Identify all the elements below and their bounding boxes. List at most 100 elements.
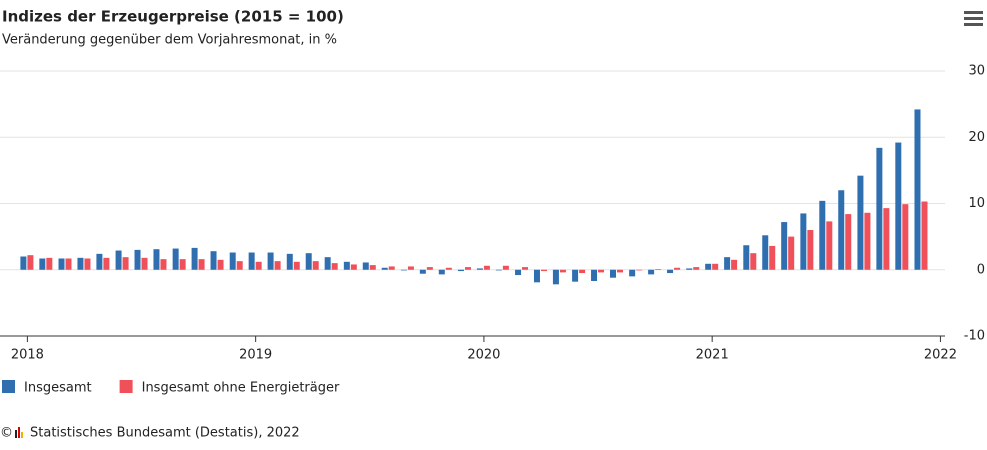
- menu-button[interactable]: [964, 11, 983, 26]
- bar: [286, 253, 293, 270]
- bar: [731, 259, 738, 270]
- bar: [343, 261, 350, 270]
- bar: [381, 267, 388, 270]
- bar: [838, 190, 845, 270]
- bar: [921, 201, 928, 270]
- source-icon: [15, 427, 23, 438]
- bar: [674, 267, 681, 270]
- x-tick-label: 2022: [924, 348, 957, 363]
- bar: [750, 253, 757, 270]
- bar: [552, 269, 559, 285]
- bar: [457, 269, 464, 272]
- bar: [857, 175, 864, 270]
- bar: [769, 245, 776, 270]
- bar: [369, 265, 376, 270]
- bar: [762, 235, 769, 270]
- bar: [864, 212, 871, 270]
- bar: [267, 252, 274, 270]
- bar: [636, 269, 643, 271]
- bar: [502, 265, 509, 270]
- bar: [495, 269, 502, 271]
- bar: [172, 248, 179, 270]
- bar: [693, 267, 700, 270]
- x-tick-label: 2020: [467, 348, 500, 363]
- bar: [559, 269, 566, 273]
- bar: [476, 268, 483, 270]
- bar: [217, 259, 224, 270]
- bar: [407, 266, 414, 270]
- bar: [591, 269, 598, 282]
- bar: [712, 263, 719, 270]
- y-tick-label: 10: [968, 196, 985, 211]
- bar: [686, 268, 693, 270]
- bar: [141, 257, 148, 270]
- bar: [191, 247, 198, 270]
- bar: [65, 258, 72, 270]
- bar: [312, 261, 319, 270]
- bar: [914, 109, 921, 270]
- bar: [179, 259, 186, 270]
- bar: [122, 257, 129, 270]
- bar: [293, 261, 300, 270]
- bar: [522, 267, 529, 270]
- bar: [248, 252, 255, 270]
- bar: [616, 269, 623, 273]
- source: Statistisches Bundesamt (Destatis), 2022: [30, 426, 300, 441]
- bar: [426, 267, 433, 270]
- bar: [895, 142, 902, 270]
- bar: [198, 259, 205, 270]
- x-tick-label: 2021: [696, 348, 729, 363]
- bar: [58, 258, 65, 270]
- bar: [800, 213, 807, 270]
- bar: [540, 269, 547, 272]
- chart-title: Indizes der Erzeugerpreise (2015 = 100): [2, 8, 344, 26]
- bar: [229, 252, 236, 270]
- bar: [255, 261, 262, 270]
- bar: [876, 147, 883, 270]
- bar: [819, 200, 826, 270]
- x-tick-label: 2018: [11, 348, 44, 363]
- bar: [598, 269, 605, 273]
- bar: [305, 253, 312, 270]
- bar: [20, 256, 27, 270]
- bar: [648, 269, 655, 275]
- bar: [400, 269, 407, 271]
- bar: [331, 263, 338, 270]
- bar: [515, 269, 522, 276]
- bar: [464, 267, 471, 270]
- bar: [388, 266, 395, 270]
- bar: [724, 257, 731, 270]
- bar: [572, 269, 579, 282]
- bar: [826, 221, 833, 270]
- bar: [667, 269, 674, 274]
- bar: [350, 264, 357, 270]
- bar: [77, 257, 84, 270]
- bar: [39, 258, 46, 270]
- bar: [160, 259, 167, 270]
- bar: [902, 204, 909, 270]
- bar: [274, 261, 281, 270]
- legend-swatch: [119, 380, 133, 393]
- bar: [807, 230, 814, 270]
- x-tick-label: 2019: [239, 348, 272, 363]
- bar: [236, 261, 243, 270]
- bar: [324, 257, 331, 270]
- bar: [46, 257, 53, 270]
- bar: [115, 250, 122, 270]
- copyright: ©: [0, 426, 13, 441]
- bar: [705, 263, 712, 270]
- bar: [788, 236, 795, 270]
- bar: [27, 255, 34, 270]
- bar: [579, 269, 586, 274]
- legend-swatch: [2, 380, 15, 393]
- bar: [362, 262, 369, 270]
- y-tick-label: 30: [968, 64, 985, 79]
- legend-label: Insgesamt ohne Energieträger: [142, 381, 340, 396]
- y-tick-label: -10: [964, 329, 985, 344]
- bar: [96, 253, 103, 270]
- bar: [210, 251, 217, 270]
- bar: [533, 269, 540, 283]
- bar: [445, 267, 452, 270]
- bar: [84, 258, 91, 270]
